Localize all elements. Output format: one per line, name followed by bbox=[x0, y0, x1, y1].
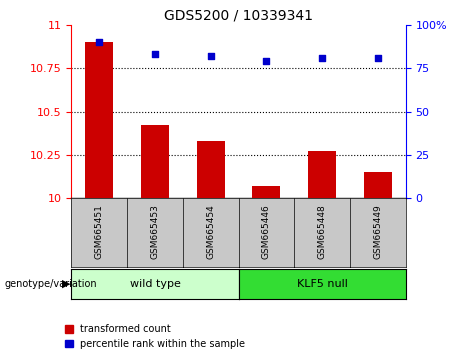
Bar bbox=[364, 172, 392, 198]
Point bbox=[374, 55, 382, 61]
Text: ▶: ▶ bbox=[62, 279, 71, 289]
Legend: transformed count, percentile rank within the sample: transformed count, percentile rank withi… bbox=[65, 324, 245, 349]
Bar bbox=[308, 152, 336, 198]
Point bbox=[319, 55, 326, 61]
Point bbox=[207, 53, 214, 59]
Bar bbox=[253, 186, 280, 198]
Text: GSM665446: GSM665446 bbox=[262, 204, 271, 258]
Text: KLF5 null: KLF5 null bbox=[297, 279, 348, 289]
Bar bbox=[197, 141, 225, 198]
Point bbox=[151, 51, 159, 57]
Title: GDS5200 / 10339341: GDS5200 / 10339341 bbox=[164, 8, 313, 22]
Bar bbox=[141, 125, 169, 198]
Text: GSM665453: GSM665453 bbox=[150, 204, 160, 259]
Text: genotype/variation: genotype/variation bbox=[5, 279, 97, 289]
Text: wild type: wild type bbox=[130, 279, 180, 289]
Bar bbox=[85, 42, 113, 198]
Text: GSM665448: GSM665448 bbox=[318, 204, 327, 258]
Text: GSM665454: GSM665454 bbox=[206, 204, 215, 258]
Text: GSM665449: GSM665449 bbox=[373, 204, 382, 258]
Point bbox=[263, 58, 270, 64]
Text: GSM665451: GSM665451 bbox=[95, 204, 104, 259]
Point bbox=[95, 39, 103, 45]
